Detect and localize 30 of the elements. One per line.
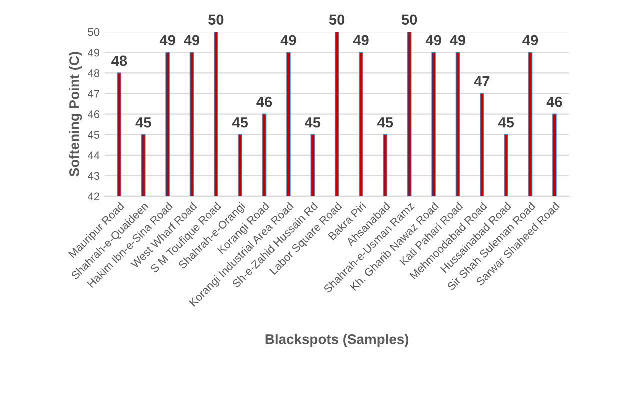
y-tick-label: 46 [88, 110, 100, 118]
y-tick-label: 44 [88, 152, 100, 160]
y-tick-label: 49 [88, 48, 100, 57]
y-tick-label: 42 [88, 192, 100, 201]
data-label: 45 [232, 118, 248, 128]
y-tick-label: 47 [88, 90, 100, 98]
data-label: 45 [378, 118, 394, 128]
data-label: 49 [160, 35, 176, 46]
y-tick-label: 48 [88, 69, 100, 78]
y-tick-label: 50 [88, 28, 100, 36]
data-label: 49 [450, 35, 466, 46]
data-label: 45 [305, 118, 321, 128]
data-label: 50 [329, 14, 345, 26]
data-label: 49 [522, 35, 538, 46]
data-label: 49 [280, 35, 296, 46]
y-tick-label: 45 [88, 131, 100, 139]
data-label: 48 [112, 56, 128, 66]
data-label: 46 [546, 96, 562, 108]
data-label: 49 [353, 35, 369, 46]
y-tick-label: 43 [88, 172, 100, 180]
data-label: 45 [498, 118, 514, 128]
data-label: 46 [256, 96, 272, 108]
x-axis-title: Blackspots (Samples) [266, 334, 409, 348]
data-label: 49 [184, 35, 200, 46]
data-label: 49 [426, 35, 442, 46]
data-label: 45 [136, 118, 152, 128]
data-label: 47 [474, 76, 490, 87]
y-axis-title: Softening Point (C) [69, 52, 82, 177]
data-label: 50 [402, 14, 418, 26]
data-label: 50 [208, 14, 224, 26]
